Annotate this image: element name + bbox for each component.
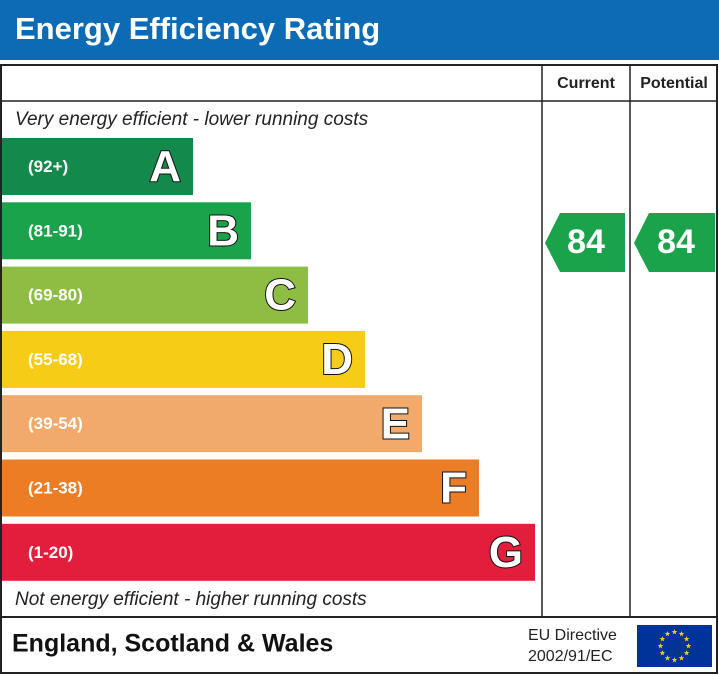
directive: EU Directive (528, 627, 617, 644)
eu-star (664, 630, 671, 637)
band-range: (21-38) (28, 478, 83, 497)
bottom-note: Not energy efficient - higher running co… (15, 589, 367, 610)
current-rating: 84 (567, 223, 605, 261)
band-letter: D (321, 335, 353, 384)
band-range: (39-54) (28, 414, 83, 433)
eu-star (671, 657, 678, 663)
band-letter: B (207, 206, 239, 255)
band (2, 202, 251, 260)
band (2, 523, 535, 581)
eu-star (683, 650, 690, 656)
current-arrow (545, 213, 625, 272)
potential-rating: 84 (657, 223, 695, 261)
band-letter: G (489, 528, 523, 577)
eu-star (685, 643, 692, 649)
band-range: (1-20) (28, 543, 73, 562)
band-range: (69-80) (28, 286, 83, 305)
top-note: Very energy efficient - lower running co… (15, 109, 369, 130)
band-letter: E (381, 399, 410, 448)
band (2, 395, 422, 453)
band-letter: F (440, 464, 467, 513)
eu-star (678, 630, 685, 637)
band-range: (92+) (28, 157, 68, 176)
band (2, 138, 193, 195)
title-bar (0, 0, 719, 60)
region: England, Scotland & Wales (12, 630, 333, 658)
eu-star (659, 650, 666, 656)
frame (0, 64, 718, 674)
directive: 2002/91/EC (528, 648, 613, 665)
band (2, 266, 308, 324)
band (2, 459, 479, 517)
band (2, 330, 365, 388)
eu-star (683, 636, 690, 642)
eu-star (671, 629, 678, 635)
eu-star (678, 655, 685, 661)
eu-star (664, 655, 671, 661)
band-letter: A (149, 142, 181, 191)
eu-star (659, 636, 666, 642)
band-range: (55-68) (28, 350, 83, 369)
column-header: Current (557, 75, 615, 92)
band-letter: C (264, 271, 296, 320)
title: Energy Efficiency Rating (15, 11, 380, 46)
potential-arrow (634, 213, 715, 272)
band-range: (81-91) (28, 221, 83, 240)
eu-star (657, 643, 664, 649)
column-header: Potential (640, 75, 708, 92)
